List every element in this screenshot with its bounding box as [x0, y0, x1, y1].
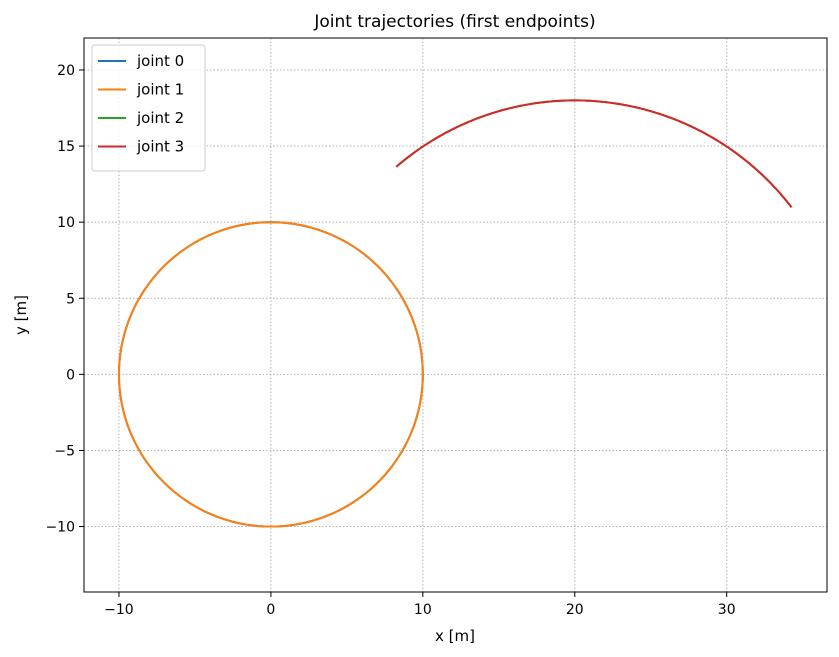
y-axis-ticks: −10 −5 0 5 10 15 20: [45, 63, 84, 536]
x-tick-label: 20: [566, 602, 584, 618]
legend: joint 0 joint 1 joint 2 joint 3: [91, 44, 206, 172]
legend-box: [91, 44, 206, 172]
y-tick-label: 10: [57, 215, 75, 231]
y-tick-label: 0: [66, 367, 75, 383]
series-line-joint-2: [395, 99, 793, 208]
chart-title: Joint trajectories (first endpoints): [313, 12, 595, 32]
x-tick-label: 30: [718, 602, 736, 618]
legend-label: joint 0: [136, 52, 184, 70]
y-tick-label: 5: [66, 291, 75, 307]
y-tick-label: −10: [45, 520, 75, 536]
x-axis-label: x [m]: [435, 627, 475, 645]
y-tick-label: 15: [57, 139, 75, 155]
y-tick-label: 20: [57, 63, 75, 79]
x-axis-ticks: −10 0 10 20 30: [104, 592, 736, 618]
y-axis-label: y [m]: [12, 295, 30, 335]
series-line-joint-1: [117, 221, 424, 528]
plot-frame: [83, 37, 828, 593]
legend-label: joint 3: [136, 138, 184, 156]
x-tick-label: 0: [266, 602, 275, 618]
series-layer: [117, 99, 793, 528]
series-line-joint-3: [395, 99, 793, 208]
x-tick-label: 10: [414, 602, 432, 618]
x-tick-label: −10: [104, 602, 134, 618]
legend-label: joint 2: [136, 109, 184, 127]
legend-label: joint 1: [136, 81, 184, 99]
y-tick-label: −5: [54, 443, 75, 459]
grid-lines: [84, 38, 827, 592]
